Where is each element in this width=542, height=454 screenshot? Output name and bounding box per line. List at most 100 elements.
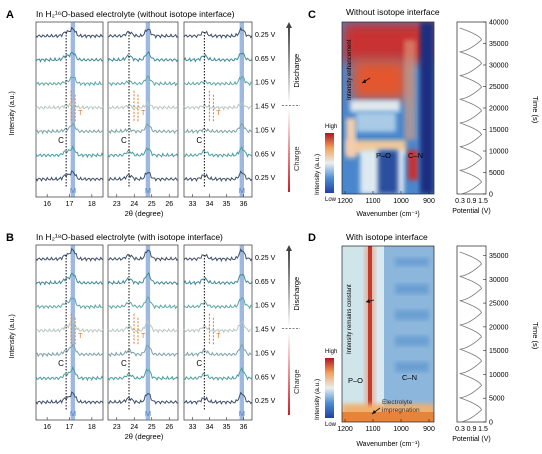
- xrd-b-trace: [107, 368, 179, 381]
- potential-D-ytick-label: 30000: [489, 277, 509, 284]
- xrd-b-discharge-head: [286, 245, 292, 251]
- xrd-a-tick-label: 18: [88, 201, 96, 208]
- xrd-a-tick-label: 34: [206, 201, 214, 208]
- xrd-a-trace: [107, 75, 179, 87]
- panel-b-title: In H₂¹⁸O-based electrolyte (with isotope…: [36, 232, 223, 242]
- xrd-b-voltage: 0.25 V: [255, 398, 276, 405]
- xrd-b-trace: [107, 318, 179, 334]
- panel-d-title: With isotope interface: [346, 232, 428, 242]
- xrd-a-trace: [107, 147, 179, 158]
- xrd-a-trace: [107, 28, 179, 40]
- xrd-a-discharge-arrow: [288, 26, 290, 104]
- xrd-b-trace: [183, 273, 253, 286]
- potential-D-xtick: 0.9: [467, 426, 477, 433]
- xrd-a-trace: [35, 26, 104, 39]
- heatmap-tick-label: 1200: [337, 426, 353, 433]
- potential-D-ytick-label: 35000: [489, 253, 509, 260]
- heatmap-d-xlabel: Wavenumber (cm⁻¹): [356, 441, 419, 448]
- potential-panel-c: 0.3 0.9 1.5 Potential (V) 0 5000 10000 15000 200…: [452, 20, 540, 216]
- potential-D-xtick: 0.3: [455, 426, 465, 433]
- xrd-b-m-band-2: [239, 245, 244, 420]
- heatmap-tick-label: 1000: [393, 198, 409, 205]
- xrd-a-m-band-1: [145, 22, 151, 197]
- colorbar-c-title: Intensity (a.u.): [314, 154, 321, 195]
- xrd-b-trace: [107, 272, 179, 286]
- potential-panel-d: 0.3 0.9 1.5 Potential (V) 0 5000 10000 15000 200…: [452, 245, 540, 443]
- xrd-a-m-band-0: [70, 22, 76, 197]
- heatmap-d-arrowhead: [366, 299, 370, 303]
- potential-D-ylabel: Time (s): [531, 322, 540, 350]
- xrd-b-t-label-1: T: [141, 333, 146, 340]
- xrd-b-frame-2: [183, 244, 253, 421]
- heatmap-d-arrowhead2: [372, 410, 376, 414]
- xrd-a-trace: [183, 26, 253, 40]
- potential-D-ytick-label: 10000: [489, 372, 509, 379]
- potential-C-ytick-label: 25000: [489, 84, 509, 91]
- xrd-b-tick-label: 26: [165, 424, 173, 431]
- potential-D-ytick-label: 20000: [489, 324, 509, 331]
- xrd-b-tick-label: 24: [130, 424, 138, 431]
- xrd-a-tick-label: 25: [148, 201, 156, 208]
- heatmap-c-field: [342, 22, 434, 194]
- xrd-a-trace: [107, 50, 179, 63]
- potential-D-ytick-label: 0: [489, 420, 493, 427]
- panel-letter-a: A: [6, 9, 14, 21]
- xrd-a-xlabel: 2θ (degree): [125, 209, 164, 218]
- potential-C-xtick: 0.3: [455, 198, 465, 205]
- xrd-a-trace: [183, 170, 253, 182]
- panel-letter-c: C: [308, 9, 316, 21]
- xrd-b-m-band-1: [145, 245, 151, 420]
- xrd-panel-b: Intensity (a.u.) C M T 16 17 18 C M T 23 24 25 26 C M T 3…: [9, 244, 301, 441]
- xrd-a-voltage: 1.05 V: [255, 80, 276, 87]
- xrd-b-tick-label: 16: [43, 424, 51, 431]
- xrd-a-trace: [183, 52, 253, 63]
- xrd-b-charge-arrow: [288, 331, 290, 415]
- xrd-a-trace: [183, 145, 253, 158]
- colorbar-d: [325, 358, 334, 418]
- potential-C-ytick-label: 40000: [489, 20, 509, 27]
- potential-C-ytick-label: 10000: [489, 149, 509, 156]
- potential-C-ytick-label: 20000: [489, 106, 509, 113]
- potential-D-curve: [459, 251, 483, 423]
- colorbar-c-low: Low: [325, 197, 337, 203]
- potential-C-ytick-label: 35000: [489, 41, 509, 48]
- heatmap-d-cn: C–N: [402, 373, 417, 382]
- xrd-b-trace: [35, 297, 104, 310]
- potential-C-ytick-label: 0: [489, 192, 493, 199]
- xrd-a-tick-label: 35: [223, 201, 231, 208]
- xrd-b-voltage: 1.45 V: [255, 327, 276, 334]
- xrd-b-trace: [183, 391, 253, 405]
- xrd-a-tick-label: 26: [165, 201, 173, 208]
- xrd-b-tick-label: 35: [223, 424, 231, 431]
- xrd-b-tick-label: 34: [206, 424, 214, 431]
- xrd-a-c-label-1: C: [121, 136, 127, 145]
- xrd-a-m-label-2: M: [239, 186, 245, 195]
- xrd-a-trace: [107, 172, 179, 182]
- xrd-b-trace: [35, 366, 104, 382]
- heatmap-c-cn: C–N: [408, 151, 423, 160]
- heatmap-d-po: P–O: [348, 376, 363, 385]
- heatmap-d-ann2-line2: impregnation: [382, 407, 420, 414]
- xrd-b-frame-1: [107, 244, 179, 421]
- xrd-a-trace: [183, 122, 253, 135]
- xrd-b-c-label-1: C: [121, 359, 127, 368]
- xrd-b-tick-label: 23: [113, 424, 121, 431]
- xrd-a-tick-label: 17: [66, 201, 74, 208]
- xrd-b-ylabel: Intensity (a.u.): [9, 314, 16, 358]
- heatmap-tick-label: 1000: [393, 426, 409, 433]
- heatmap-d-field: [342, 246, 434, 422]
- xrd-a-ylabel: Intensity (a.u.): [9, 91, 16, 135]
- potential-D-ytick-label: 25000: [489, 301, 509, 308]
- xrd-b-tick-label: 18: [88, 424, 96, 431]
- xrd-a-t-label-2: T: [216, 110, 221, 117]
- xrd-b-m-band-0: [70, 245, 76, 420]
- colorbar-c: [325, 133, 334, 193]
- potential-D-frame: [456, 245, 487, 423]
- xrd-a-tick-label: 33: [189, 201, 197, 208]
- xrd-a-trace: [183, 76, 253, 87]
- xrd-b-trace: [107, 393, 179, 405]
- xrd-a-trace: [35, 122, 104, 135]
- heatmap-tick-label: 900: [423, 198, 435, 205]
- xrd-b-trace: [35, 319, 104, 334]
- heatmap-c-po: P–O: [376, 151, 391, 160]
